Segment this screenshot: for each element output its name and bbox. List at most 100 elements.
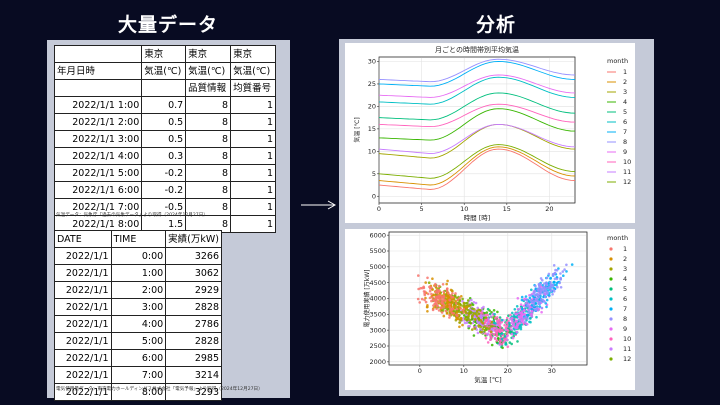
power-source: 電気使用量データ：東京電力ホールディングス株式会社「電気予報」より取得（2024… [56,387,263,392]
scatter-point [496,337,500,340]
table-cell: 2022/1/1 [54,247,112,265]
scatter-point [495,332,499,336]
x-tick-label: 0 [418,367,422,375]
table-cell: 2022/1/1 4:00 [53,147,143,165]
scatter-point [449,307,452,311]
scatter-point [433,299,437,303]
scatter-point [460,295,463,298]
scatter-point [441,283,445,286]
table-header-cell [141,79,187,97]
scatter-point [461,323,464,327]
table-row: 2022/1/1 1:00 0.7 8 1 [53,96,276,114]
scatter-point [421,286,424,290]
table-header-cell [53,79,143,97]
scatter-point [519,303,523,306]
legend-swatch [609,277,613,281]
scatter-point [477,317,480,320]
scatter-point [500,320,503,324]
table-cell: 2929 [165,281,222,299]
table-row: 2022/1/1 4:00 0.3 8 1 [53,147,276,165]
scatter-point [505,334,509,338]
scatter-point [520,298,524,302]
scatter-point [556,285,559,289]
table-cell: 0.5 [141,130,187,148]
scatter-point [506,316,509,320]
scatter-point [472,334,476,337]
scatter-point [416,297,420,301]
scatter-point [562,274,565,277]
scatter-chart: 0 10 20 30 2000 2500 3000 3500 4000 4500 5000 5500 6… [363,231,631,384]
scatter-point [451,300,455,304]
series-points-1 [416,274,466,319]
table-cell: 0:00 [110,247,167,265]
table-header-cell: 東京 [230,45,276,63]
scatter-point [473,312,476,315]
scatter-point [503,323,506,327]
legend-title: month [607,234,628,242]
scatter-point [461,297,464,301]
scatter-point [513,308,517,311]
scatter-point [516,312,519,316]
scatter-point [543,282,546,285]
scatter-point [525,301,528,305]
scatter-point [541,279,544,282]
scatter-point [485,311,489,314]
y-axis-label: 気温 [℃] [353,117,361,142]
scatter-point [551,274,555,277]
scatter-point [480,316,483,320]
legend-label: 10 [623,158,631,166]
scatter-point [520,295,524,299]
table-cell: 8 [185,130,232,148]
scatter-point [534,284,537,288]
scatter-point [503,335,507,338]
table-header-cell: DATE [54,230,112,248]
scatter-point [510,321,514,325]
scatter-point [483,321,487,324]
scatter-point [530,300,534,304]
scatter-point [448,316,451,319]
legend-swatch [609,257,613,261]
y-tick-label: 10 [368,148,376,156]
scatter-point [540,306,544,310]
legend-swatch [609,287,613,291]
scatter-point [489,315,493,318]
scatter-point [438,289,441,292]
table-row: 2022/1/1 3:00 0.5 8 1 [53,130,276,148]
table-header-row: 年月日時 気温(℃) 気温(℃) 気温(℃) [53,62,276,80]
scatter-point [424,281,427,284]
scatter-point [489,330,493,334]
scatter-point [442,297,445,300]
scatter-point [463,314,466,317]
scatter-point [542,299,546,303]
scatter-point [458,321,462,324]
scatter-point [496,321,500,325]
table-cell: 8 [185,147,232,165]
scatter-point [496,310,499,314]
table-header-cell [53,45,143,63]
scatter-point [458,325,461,329]
y-tick-label: 30 [368,58,376,66]
scatter-point [481,322,485,325]
line-chart-card: 0 5 10 15 20 0 5 10 15 20 25 30 時間 [時] 気温 [℃] 月ごとの時間帯別… [345,43,635,223]
scatter-point [524,315,528,319]
y-tick-label: 15 [368,125,376,133]
scatter-point [504,328,508,331]
table-cell: 4:00 [110,315,167,333]
y-tick-label: 4500 [369,279,386,287]
scatter-point [481,327,485,331]
scatter-point [500,318,504,322]
scatter-point [530,288,533,292]
table-header-cell: 均質番号 [230,79,276,97]
series-line-3 [378,123,576,159]
x-tick-label: 5 [420,205,424,213]
scatter-point [488,309,491,312]
scatter-point [508,341,512,344]
legend-label: 12 [623,355,631,363]
y-tick-label: 3000 [369,326,386,334]
legend-label: 4 [623,275,627,283]
table-row: 2022/1/1 8:00 3293 [54,383,222,401]
table-cell: 0.3 [141,147,187,165]
table-row: 2022/1/1 6:00 -0.2 8 1 [53,181,276,199]
scatter-point [468,319,472,322]
table-cell: 8 [185,164,232,182]
